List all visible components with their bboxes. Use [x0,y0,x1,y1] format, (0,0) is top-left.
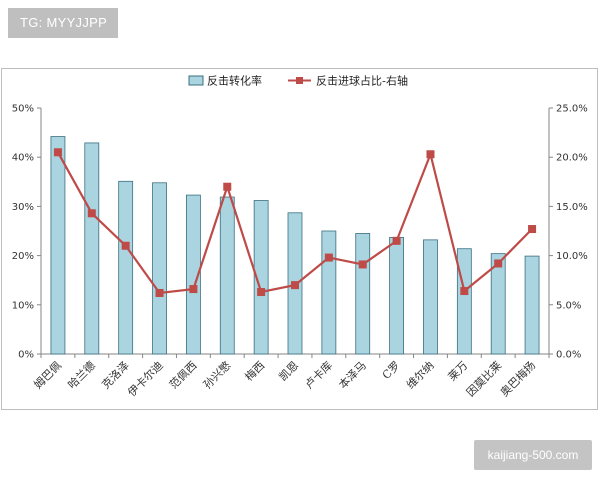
left-tick-label: 50% [12,104,34,115]
right-tick-label: 20.0% [556,153,588,164]
bar-孙兴慜 [219,196,235,355]
line-point-维尔纳 [426,150,435,159]
category-label: 伊卡尔迪 [125,359,165,399]
category-label: 本泽马 [336,358,369,391]
bar-维尔纳 [423,239,438,355]
line-point-伊卡尔迪 [155,288,164,297]
bar-本泽马 [355,233,371,355]
bar-因莫比莱 [490,253,506,355]
line-point-孙兴慜 [223,182,232,191]
bar-哈兰德 [84,142,100,355]
category-label: 哈兰德 [65,358,98,391]
legend-line-marker [296,77,303,84]
line-point-凯恩 [291,281,299,290]
category-label: 莱万 [446,359,471,384]
line-point-卢卡库 [324,253,333,262]
line-point-因莫比莱 [494,259,503,268]
right-tick-label: 5.0% [556,300,581,311]
left-tick-label: 10% [12,300,34,311]
category-label: 梅西 [242,358,267,383]
tg-badge: TG: MYYJJPP [8,8,118,38]
right-tick-label: 10.0% [556,251,588,262]
right-tick-label: 0.0% [556,350,581,361]
line-point-C罗 [392,236,401,245]
line-point-克洛泽 [121,241,130,250]
category-label: 因莫比莱 [464,359,504,399]
bar-卢卡库 [321,230,337,355]
line-point-姆巴佩 [53,148,62,157]
left-tick-label: 0% [18,350,34,361]
category-label: 维尔纳 [404,359,437,392]
legend-bar-swatch [188,75,204,86]
left-tick-label: 40% [12,153,34,164]
line-point-莱万 [460,287,469,296]
bar-C罗 [389,236,405,355]
left-tick-label: 20% [12,251,34,262]
category-label: 凯恩 [276,359,301,384]
right-tick-label: 25.0% [556,104,588,115]
bar-梅西 [253,200,269,355]
line-point-哈兰德 [87,209,96,218]
category-label: C罗 [380,359,403,382]
bar-莱万 [456,248,472,355]
left-tick-label: 30% [12,202,34,213]
line-point-奥巴梅扬 [528,225,537,234]
category-label: 卢卡库 [302,359,335,392]
category-label: 奥巴梅扬 [497,358,538,399]
bar-克洛泽 [118,180,134,355]
line-point-范佩西 [189,285,198,294]
category-label: 孙兴慜 [200,358,233,391]
legend-line-label: 反击进球占比-右轴 [316,74,408,88]
category-label: 姆巴佩 [31,358,64,391]
right-tick-label: 15.0% [556,202,588,213]
line-series [53,148,537,297]
category-label: 克洛泽 [99,358,132,391]
chart-frame [1,68,598,410]
category-label: 范佩西 [166,358,199,391]
bar-奥巴梅扬 [524,255,540,355]
legend: 反击转化率 反击进球占比-右轴 [188,74,408,88]
bar-范佩西 [185,194,201,355]
line-point-梅西 [257,288,266,297]
bar-姆巴佩 [50,136,66,355]
line-point-本泽马 [358,260,367,269]
watermark: kaijiang-500.com [474,440,592,470]
legend-bar-label: 反击转化率 [207,74,262,88]
bar-伊卡尔迪 [152,182,167,355]
